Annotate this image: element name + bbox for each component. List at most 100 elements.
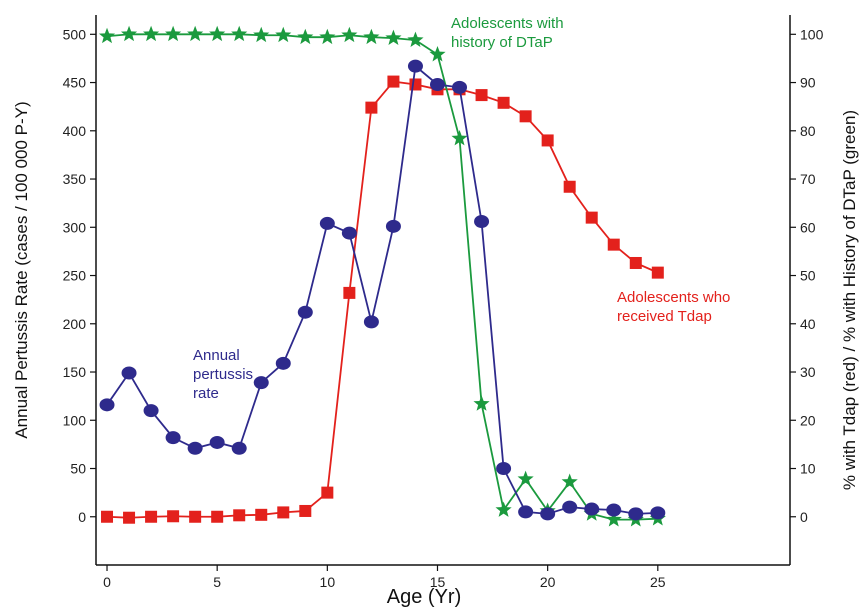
- data-point-dtap: [120, 25, 138, 42]
- data-point-pertussis-rate: [584, 502, 600, 516]
- data-point-dtap: [429, 46, 446, 62]
- data-point-tdap: [321, 486, 334, 499]
- data-point-dtap: [319, 28, 336, 45]
- y-right-tick-label: 100: [800, 26, 824, 42]
- data-point-tdap: [123, 511, 136, 524]
- data-point-dtap: [385, 29, 402, 46]
- data-point-pertussis-rate: [121, 366, 137, 380]
- data-point-pertussis-rate: [429, 77, 445, 91]
- data-point-pertussis-rate: [474, 214, 490, 228]
- data-point-tdap: [387, 75, 400, 88]
- data-point-dtap: [605, 511, 622, 527]
- y-left-tick-label: 300: [63, 219, 87, 235]
- y-right-tick-label: 30: [800, 364, 816, 380]
- data-point-tdap: [409, 78, 422, 91]
- y-left-tick-label: 150: [63, 364, 87, 380]
- data-point-tdap: [497, 96, 510, 109]
- y-left-tick-label: 400: [63, 123, 87, 139]
- y-left-tick-label: 250: [63, 268, 87, 284]
- x-tick-label: 0: [103, 574, 111, 590]
- data-point-dtap: [143, 25, 160, 42]
- data-point-pertussis-rate: [143, 404, 159, 418]
- data-point-tdap: [365, 101, 378, 114]
- x-tick-label: 20: [540, 574, 556, 590]
- data-point-pertussis-rate: [385, 219, 401, 233]
- data-point-pertussis-rate: [297, 305, 313, 319]
- data-point-dtap: [495, 501, 512, 517]
- data-point-pertussis-rate: [231, 441, 247, 455]
- y-right-tick-label: 80: [800, 123, 816, 139]
- data-point-tdap: [211, 510, 224, 523]
- data-point-pertussis-rate: [518, 505, 534, 519]
- data-point-pertussis-rate: [540, 507, 556, 521]
- data-point-pertussis-rate: [253, 376, 269, 390]
- y-right-tick-label: 90: [800, 75, 816, 91]
- annotation-pertussis-line-1: Annual: [193, 347, 240, 364]
- data-point-tdap: [343, 286, 356, 299]
- y-left-tick-label: 200: [63, 316, 87, 332]
- x-tick-label: 5: [213, 574, 221, 590]
- data-point-tdap: [629, 256, 642, 269]
- data-point-pertussis-rate: [165, 431, 181, 445]
- y-left-tick-label: 450: [63, 75, 87, 91]
- data-point-dtap: [209, 25, 226, 42]
- data-point-tdap: [585, 211, 598, 224]
- annotation-tdap-line-1: Adolescents who: [617, 289, 730, 306]
- data-point-pertussis-rate: [562, 500, 578, 514]
- data-point-pertussis-rate: [606, 503, 622, 517]
- data-point-pertussis-rate: [275, 356, 291, 370]
- data-point-tdap: [519, 110, 532, 123]
- y-right-tick-label: 20: [800, 412, 816, 428]
- data-point-tdap: [651, 266, 664, 279]
- y-right-tick-label: 10: [800, 461, 816, 477]
- annotation-tdap-line-2: received Tdap: [617, 308, 712, 325]
- annotation-dtap-line-2: history of DTaP: [451, 34, 553, 51]
- x-tick-label: 10: [320, 574, 336, 590]
- x-tick-label: 25: [650, 574, 666, 590]
- data-point-dtap: [561, 473, 578, 489]
- data-point-dtap: [98, 27, 116, 44]
- data-point-pertussis-rate: [496, 462, 512, 476]
- data-point-pertussis-rate: [187, 441, 203, 455]
- y-right-tick-label: 60: [800, 219, 816, 235]
- data-point-tdap: [255, 508, 268, 521]
- data-point-pertussis-rate: [319, 216, 335, 230]
- data-point-tdap: [563, 180, 576, 193]
- x-axis-title: Age (Yr): [387, 586, 461, 608]
- data-point-dtap: [231, 25, 248, 42]
- data-point-pertussis-rate: [363, 315, 379, 329]
- data-point-dtap: [253, 26, 270, 43]
- data-point-tdap: [475, 89, 488, 102]
- y-left-tick-label: 350: [63, 171, 87, 187]
- data-point-tdap: [607, 238, 620, 251]
- data-point-pertussis-rate: [628, 507, 644, 521]
- y-left-tick-label: 50: [70, 461, 86, 477]
- data-point-tdap: [277, 506, 290, 519]
- data-point-pertussis-rate: [407, 59, 423, 73]
- annotation-pertussis-line-3: rate: [193, 385, 219, 402]
- y-right-tick-label: 50: [800, 268, 816, 284]
- data-point-dtap: [297, 28, 314, 45]
- data-point-pertussis-rate: [209, 435, 225, 449]
- y-right-tick-label: 40: [800, 316, 816, 332]
- data-point-dtap: [341, 26, 358, 43]
- annotation-dtap: Adolescents with history of DTaP: [451, 15, 568, 51]
- y-axis-right-title: % with Tdap (red) / % with History of DT…: [840, 110, 859, 490]
- y-left-tick-label: 0: [78, 509, 86, 525]
- data-point-dtap: [473, 395, 490, 411]
- y-right-tick-label: 70: [800, 171, 816, 187]
- y-axis-left-title: Annual Pertussis Rate (cases / 100 000 P…: [12, 101, 31, 438]
- data-point-tdap: [233, 509, 246, 522]
- annotation-tdap: Adolescents who received Tdap: [617, 289, 735, 325]
- data-point-pertussis-rate: [341, 226, 357, 240]
- annotation-dtap-line-1: Adolescents with: [451, 15, 564, 32]
- data-point-dtap: [165, 25, 182, 42]
- axes-layer: 0 50 100 150 200 250 300 350 400 450 500 0 10 20 30 40 5…: [63, 15, 824, 590]
- data-point-dtap: [275, 26, 292, 43]
- data-point-dtap: [363, 28, 380, 45]
- y-left-tick-label: 500: [63, 26, 87, 42]
- data-point-pertussis-rate: [99, 398, 115, 412]
- annotation-pertussis-line-2: pertussis: [193, 366, 253, 383]
